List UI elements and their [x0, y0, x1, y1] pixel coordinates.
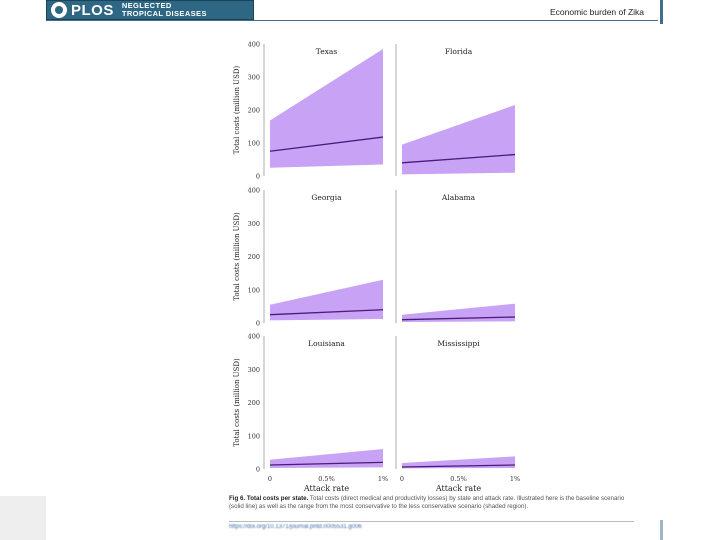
x-axis-label: Attack rate	[303, 484, 350, 493]
logo-subtitle: NEGLECTED TROPICAL DISEASES	[122, 2, 207, 18]
y-tick-label: 300	[248, 366, 260, 374]
header-rule	[46, 20, 658, 21]
left-margin	[0, 0, 46, 540]
panel-title-florida: Florida	[445, 47, 473, 56]
panel-title-alabama: Alabama	[441, 193, 476, 202]
figure-caption: Fig 6. Total costs per state. Total cost…	[229, 495, 634, 511]
footer-accent-bar	[660, 520, 663, 540]
y-tick-label: 200	[248, 399, 260, 407]
y-tick-label: 100	[248, 432, 260, 440]
band-texas	[270, 48, 383, 168]
running-title: Economic burden of Zika	[550, 7, 645, 17]
y-tick-label: 400	[248, 187, 260, 195]
x-tick-label: 1%	[510, 475, 520, 483]
y-tick-label: 100	[248, 286, 260, 294]
band-georgia	[270, 279, 383, 321]
y-tick-label: 0	[256, 320, 260, 328]
y-tick-label: 400	[248, 41, 260, 49]
x-tick-label: 0.5%	[318, 475, 335, 483]
x-tick-label: 0	[400, 475, 404, 483]
line-louisiana	[269, 461, 384, 466]
x-tick-label: 1%	[378, 475, 388, 483]
logo-plos-text: PLOS	[71, 1, 114, 19]
logo-subtitle-line2: TROPICAL DISEASES	[121, 9, 207, 18]
panel-title-georgia: Georgia	[311, 193, 342, 202]
y-tick-label: 200	[248, 107, 260, 115]
x-axis-label: Attack rate	[435, 484, 482, 493]
y-tick-label: 100	[248, 140, 260, 148]
line-florida	[401, 153, 516, 164]
x-tick-label: 0.5%	[450, 475, 467, 483]
plos-logo-icon	[51, 2, 67, 18]
line-mississippi	[401, 464, 516, 468]
y-tick-label: 400	[248, 333, 260, 341]
panel-title-louisiana: Louisiana	[308, 339, 345, 348]
header-accent-bar	[660, 0, 663, 24]
line-texas	[269, 136, 384, 152]
logo-subtitle-line1: NEGLECTED	[121, 1, 172, 10]
x-tick-label: 0	[268, 475, 272, 483]
y-tick-label: 0	[256, 466, 260, 474]
line-alabama	[401, 316, 516, 321]
y-tick-label: 300	[248, 74, 260, 82]
y-axis-label: Total costs (million USD)	[233, 212, 241, 301]
y-axis-label: Total costs (million USD)	[233, 358, 241, 447]
y-tick-label: 300	[248, 220, 260, 228]
caption-text: Total costs (direct medical and producti…	[229, 495, 625, 510]
y-tick-label: 200	[248, 253, 260, 261]
caption-title: Fig 6. Total costs per state.	[229, 495, 309, 502]
doi-link[interactable]: https://doi.org/10.1371/journal.pntd.000…	[229, 524, 362, 530]
caption-rule	[229, 521, 634, 522]
line-georgia	[269, 309, 384, 316]
journal-logo[interactable]: PLOS NEGLECTED TROPICAL DISEASES	[46, 0, 254, 20]
y-axis-label: Total costs (million USD)	[233, 66, 241, 155]
bottom-left-panel	[0, 496, 46, 540]
y-tick-label: 0	[256, 173, 260, 181]
panel-title-mississippi: Mississippi	[437, 339, 480, 348]
panel-title-texas: Texas	[316, 47, 338, 56]
band-florida	[402, 105, 515, 175]
